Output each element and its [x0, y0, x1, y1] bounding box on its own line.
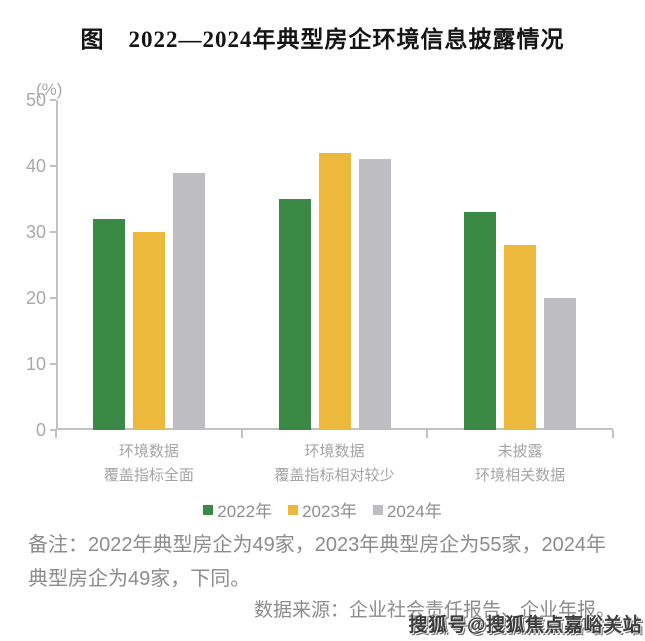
- category-label-line: 环境数据: [118, 443, 179, 460]
- y-axis-unit-label: (%): [36, 80, 63, 99]
- bar-2022年: [464, 212, 497, 430]
- legend-swatch: [203, 504, 214, 515]
- legend-label: 2022年: [217, 502, 273, 521]
- bar-2022年: [92, 218, 125, 430]
- category-label-line: 覆盖指标相对较少: [274, 467, 395, 484]
- chart-title: 图 2022—2024年典型房企环境信息披露情况: [80, 27, 565, 52]
- bar-2023年: [318, 152, 351, 430]
- watermark: 搜狐号@搜狐焦点嘉峪关站: [408, 615, 642, 636]
- category-label-line: 未披露: [497, 443, 543, 460]
- y-tick-label: 20: [25, 288, 46, 308]
- legend-label: 2023年: [302, 502, 357, 521]
- y-tick-label: 50: [25, 90, 46, 110]
- y-tick-label: 10: [25, 354, 46, 374]
- y-tick-mark: [50, 99, 56, 101]
- legend-item-2023年: 2023年: [288, 497, 357, 522]
- y-tick-mark: [50, 297, 56, 299]
- bar-2024年: [544, 298, 577, 430]
- legend-label: 2024年: [386, 502, 442, 521]
- category-label: 环境数据覆盖指标全面: [56, 440, 242, 488]
- data-source-note: 数据来源：企业社会责任报告、企业年报。: [253, 600, 615, 621]
- x-tick-mark: [612, 430, 614, 438]
- y-tick-mark: [50, 165, 56, 167]
- bar-2024年: [172, 172, 205, 430]
- y-tick-label: 0: [35, 420, 46, 440]
- category-label-line: 环境数据: [304, 443, 365, 460]
- bar-chart: 0 10 20 30 40 50 环境数据 覆盖指标全面 环境数据 覆盖指标相对较少 未披露 环境相…: [25, 90, 614, 488]
- legend: 2022年 2023年 2024年: [0, 497, 645, 522]
- x-tick-mark: [240, 430, 243, 438]
- y-tick-mark: [50, 429, 56, 431]
- legend-item-2024年: 2024年: [372, 497, 442, 522]
- footnote-remark: 备注：2022年典型房企为49家，2023年典型房企为55家，2024年典型房企…: [28, 534, 606, 590]
- y-tick-label: 40: [25, 156, 46, 176]
- legend-swatch: [372, 504, 383, 515]
- category-label-line: 环境相关数据: [475, 467, 566, 484]
- y-tick-label: 30: [25, 222, 46, 242]
- bar-2023年: [504, 245, 537, 430]
- x-tick-mark: [426, 430, 429, 438]
- legend-swatch: [288, 504, 299, 515]
- bar-2022年: [278, 199, 311, 430]
- category-label-line: 覆盖指标全面: [103, 467, 194, 484]
- x-tick-mark: [55, 430, 57, 438]
- legend-item-2022年: 2022年: [203, 497, 272, 522]
- bar-2023年: [132, 232, 165, 430]
- y-tick-mark: [50, 231, 56, 233]
- y-tick-mark: [50, 363, 56, 365]
- bar-2024年: [358, 159, 391, 430]
- category-label: 未披露 环境相关数据: [427, 440, 613, 488]
- category-label: 环境数据覆盖指标相对较少: [242, 440, 428, 488]
